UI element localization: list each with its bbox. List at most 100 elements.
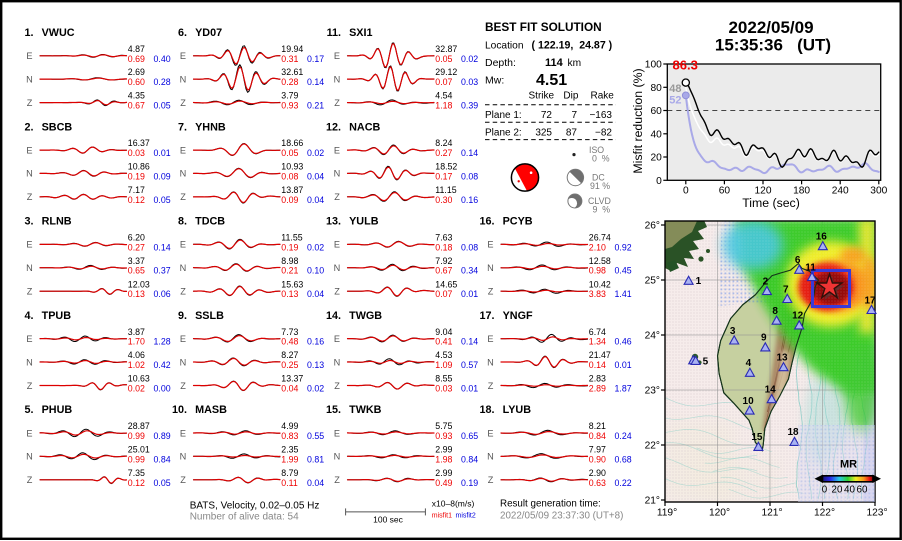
svg-text:6: 6 bbox=[795, 255, 801, 266]
svg-text:0.27: 0.27 bbox=[128, 242, 145, 252]
svg-text:Result generation time:: Result generation time: bbox=[500, 499, 601, 510]
svg-text:TDCB: TDCB bbox=[195, 216, 225, 228]
svg-text:MASB: MASB bbox=[195, 404, 227, 416]
svg-text:0.14: 0.14 bbox=[154, 242, 171, 252]
svg-text:1: 1 bbox=[696, 276, 702, 287]
svg-text:300: 300 bbox=[870, 186, 887, 197]
svg-text:0.02: 0.02 bbox=[307, 242, 324, 252]
svg-text:E: E bbox=[487, 240, 493, 250]
svg-text:E: E bbox=[180, 240, 186, 250]
svg-text:YNGF: YNGF bbox=[503, 310, 533, 322]
svg-text:E: E bbox=[334, 240, 340, 250]
svg-text:MR: MR bbox=[840, 459, 857, 471]
svg-text:0.60: 0.60 bbox=[128, 77, 145, 87]
svg-text:60: 60 bbox=[857, 485, 868, 496]
svg-text:Depth:: Depth: bbox=[485, 57, 516, 69]
svg-text:2.99: 2.99 bbox=[435, 444, 452, 454]
svg-text:0.67: 0.67 bbox=[435, 266, 452, 276]
svg-text:12: 12 bbox=[792, 311, 804, 322]
svg-text:10.63: 10.63 bbox=[128, 374, 150, 384]
svg-text:Plane 1:: Plane 1: bbox=[485, 110, 522, 121]
svg-text:10.: 10. bbox=[172, 404, 187, 416]
svg-text:0.04: 0.04 bbox=[307, 289, 324, 299]
svg-text:( 122.19, 24.87 ): ( 122.19, 24.87 ) bbox=[532, 40, 613, 52]
svg-text:18: 18 bbox=[787, 427, 799, 438]
svg-text:240: 240 bbox=[832, 186, 849, 197]
svg-text:10.93: 10.93 bbox=[281, 162, 303, 172]
svg-text:8.24: 8.24 bbox=[435, 138, 452, 148]
svg-text:E: E bbox=[180, 334, 186, 344]
svg-text:1.: 1. bbox=[24, 27, 33, 39]
svg-text:E: E bbox=[26, 145, 32, 155]
svg-text:87: 87 bbox=[566, 128, 578, 139]
svg-text:Z: Z bbox=[334, 192, 340, 202]
svg-text:Z: Z bbox=[180, 98, 186, 108]
svg-text:Z: Z bbox=[488, 475, 494, 485]
svg-text:26.74: 26.74 bbox=[589, 233, 611, 243]
svg-text:0.19: 0.19 bbox=[281, 242, 298, 252]
svg-text:0.03: 0.03 bbox=[128, 148, 145, 158]
svg-text:1.99: 1.99 bbox=[281, 454, 298, 464]
svg-text:1.18: 1.18 bbox=[435, 101, 452, 111]
svg-text:14.: 14. bbox=[326, 310, 341, 322]
svg-text:120°: 120° bbox=[709, 508, 730, 519]
svg-text:8.55: 8.55 bbox=[435, 374, 452, 384]
svg-text:VWUC: VWUC bbox=[42, 27, 75, 39]
svg-text:0.31: 0.31 bbox=[281, 54, 298, 64]
svg-text:29.12: 29.12 bbox=[435, 67, 457, 77]
svg-text:−82: −82 bbox=[595, 128, 612, 139]
svg-text:180: 180 bbox=[793, 186, 810, 197]
svg-text:E: E bbox=[487, 334, 493, 344]
svg-text:86.3: 86.3 bbox=[673, 58, 698, 73]
svg-text:E: E bbox=[180, 51, 186, 61]
svg-text:0.34: 0.34 bbox=[461, 266, 478, 276]
svg-text:7.92: 7.92 bbox=[435, 256, 452, 266]
svg-text:0.12: 0.12 bbox=[128, 195, 145, 205]
svg-text:0.25: 0.25 bbox=[281, 360, 298, 370]
svg-text:0.83: 0.83 bbox=[281, 431, 298, 441]
svg-text:3.37: 3.37 bbox=[128, 256, 145, 266]
svg-text:7.73: 7.73 bbox=[281, 327, 298, 337]
svg-text:10: 10 bbox=[743, 396, 755, 407]
svg-text:3: 3 bbox=[730, 326, 736, 337]
svg-text:122°: 122° bbox=[814, 508, 835, 519]
svg-text:0.57: 0.57 bbox=[461, 360, 478, 370]
svg-text:N: N bbox=[26, 263, 33, 273]
svg-text:0.14: 0.14 bbox=[461, 337, 478, 347]
svg-text:12.03: 12.03 bbox=[128, 279, 150, 289]
svg-text:Z: Z bbox=[180, 287, 186, 297]
svg-text:0.84: 0.84 bbox=[154, 454, 171, 464]
svg-text:4.53: 4.53 bbox=[435, 350, 452, 360]
svg-text:TPUB: TPUB bbox=[42, 310, 72, 322]
svg-text:0.69: 0.69 bbox=[128, 54, 145, 64]
svg-text:0.17: 0.17 bbox=[435, 171, 452, 181]
svg-text:Number of alive data: 54: Number of alive data: 54 bbox=[190, 512, 299, 523]
svg-text:0.05: 0.05 bbox=[154, 101, 171, 111]
svg-text:1.34: 1.34 bbox=[589, 337, 606, 347]
svg-text:0.89: 0.89 bbox=[154, 431, 171, 441]
svg-text:PHUB: PHUB bbox=[42, 404, 73, 416]
svg-text:114: 114 bbox=[545, 57, 564, 69]
svg-text:0.09: 0.09 bbox=[281, 195, 298, 205]
svg-text:0.63: 0.63 bbox=[589, 478, 606, 488]
svg-text:1.70: 1.70 bbox=[128, 337, 145, 347]
svg-text:4.06: 4.06 bbox=[128, 350, 145, 360]
svg-text:0.22: 0.22 bbox=[615, 478, 632, 488]
svg-text:3.: 3. bbox=[24, 216, 33, 228]
svg-text:0.04: 0.04 bbox=[307, 478, 324, 488]
svg-text:0.06: 0.06 bbox=[154, 289, 171, 299]
svg-text:0.02: 0.02 bbox=[307, 148, 324, 158]
svg-text:0.03: 0.03 bbox=[461, 77, 478, 87]
svg-text:8: 8 bbox=[772, 306, 778, 317]
svg-text:0.55: 0.55 bbox=[307, 431, 324, 441]
svg-text:2.89: 2.89 bbox=[589, 384, 606, 394]
svg-text:7.97: 7.97 bbox=[589, 444, 606, 454]
svg-text:0.12: 0.12 bbox=[128, 478, 145, 488]
svg-text:9.: 9. bbox=[178, 310, 187, 322]
svg-text:2.69: 2.69 bbox=[128, 67, 145, 77]
svg-text:6.20: 6.20 bbox=[128, 233, 145, 243]
svg-text:4: 4 bbox=[746, 358, 752, 369]
svg-text:17: 17 bbox=[864, 295, 876, 306]
svg-text:N: N bbox=[334, 263, 341, 273]
svg-text:TWKB: TWKB bbox=[349, 404, 382, 416]
